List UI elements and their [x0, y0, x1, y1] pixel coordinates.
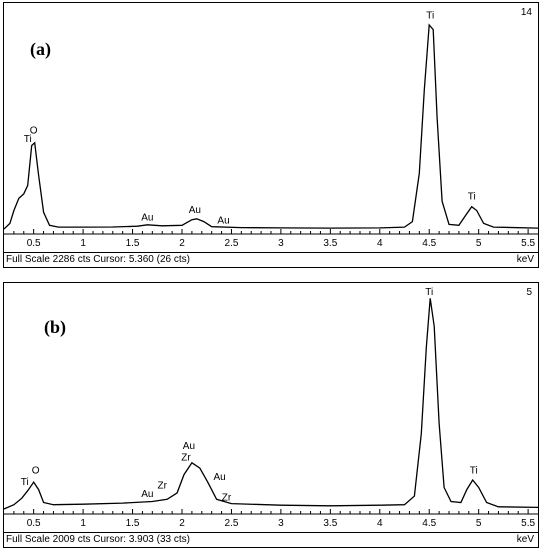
peak-label: Zr	[222, 492, 232, 503]
spectrum-chart-b: 0.5 1 1.5 2 2.5 3 3.5 4 4.5 5 5.5OTiAuZrAuZrAuZrTi…	[4, 287, 538, 529]
x-tick-label: 3	[278, 518, 284, 529]
peak-label: Au	[213, 472, 225, 483]
spectrum-panel-b: 0.5 1 1.5 2 2.5 3 3.5 4 4.5 5 5.5 O Ti Au Zr Au Zr Au Zr Ti…	[3, 282, 539, 548]
spectrum-panel-a: 0.5 1 1.5 2 2.5 3 3.5 4 4.5 5 5.5 O Ti Au Au Au Ti Ti (a)…	[3, 2, 539, 268]
status-divider	[4, 252, 538, 253]
x-axis-unit: keV	[516, 534, 534, 545]
x-tick-label: 4	[377, 518, 383, 529]
peak-label: Ti	[426, 10, 434, 21]
x-tick-label: 2.5	[224, 238, 238, 249]
corner-number: 14	[520, 7, 532, 18]
x-tick-label: 1.5	[126, 238, 140, 249]
peak-label: Zr	[181, 453, 191, 464]
x-tick-label: 3.5	[323, 518, 337, 529]
x-tick-label: 0.5	[27, 518, 41, 529]
status-text: Full Scale 2286 cts Cursor: 5.360 (26 ct…	[6, 254, 190, 265]
peak-label: Au	[183, 441, 195, 452]
x-tick-label: 1	[80, 518, 86, 529]
x-tick-label: 2.5	[224, 518, 238, 529]
peak-label: Au	[141, 489, 153, 500]
x-tick-label: 5	[476, 518, 482, 529]
peak-label: Ti	[470, 466, 478, 477]
peak-label: Ti	[425, 287, 433, 298]
x-tick-label: 2	[179, 518, 185, 529]
corner-number: 5	[526, 287, 532, 298]
status-text: Full Scale 2009 cts Cursor: 3.903 (33 ct…	[6, 534, 190, 545]
x-tick-label: 5.5	[521, 518, 535, 529]
x-tick-label: 1	[80, 238, 86, 249]
x-tick-label: 3.5	[323, 238, 337, 249]
peak-label: Zr	[157, 481, 167, 492]
x-tick-label: 4	[377, 238, 383, 249]
x-tick-label: 4.5	[422, 238, 436, 249]
peak-label: Ti	[24, 134, 32, 145]
x-tick-label: 3	[278, 238, 284, 249]
peak-label: Au	[141, 213, 153, 224]
peak-label: Au	[189, 205, 201, 216]
peak-label: O	[32, 466, 40, 477]
x-tick-label: 0.5	[27, 238, 41, 249]
x-tick-label: 2	[179, 238, 185, 249]
spectrum-line	[4, 23, 538, 230]
x-tick-label: 1.5	[126, 518, 140, 529]
spectrum-line	[4, 298, 538, 510]
x-axis-unit: keV	[516, 254, 534, 265]
x-tick-label: 5.5	[521, 238, 535, 249]
x-tick-label: 5	[476, 238, 482, 249]
peak-label: Au	[217, 215, 229, 226]
panel-label: (b)	[44, 317, 66, 337]
status-divider	[4, 532, 538, 533]
panel-label: (a)	[30, 39, 51, 59]
peak-label: Ti	[468, 191, 476, 202]
peak-label: O	[30, 125, 38, 136]
x-tick-label: 4.5	[422, 518, 436, 529]
peak-label: Ti	[21, 477, 29, 488]
